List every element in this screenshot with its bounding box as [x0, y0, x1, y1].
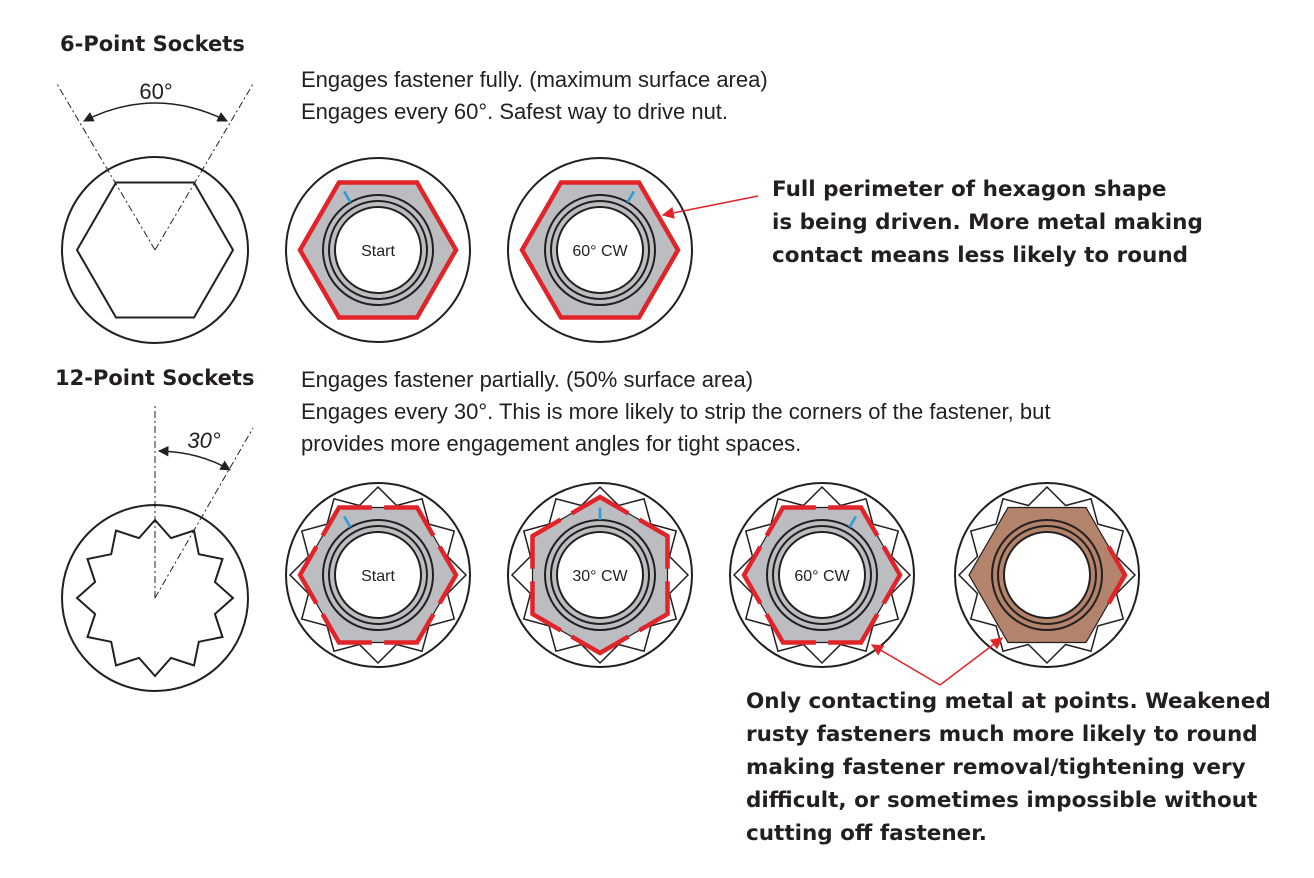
six-point-description-line: Engages fastener fully. (maximum surface…: [301, 67, 768, 92]
contact-highlight: [384, 505, 436, 537]
contact-highlight: [570, 634, 630, 656]
contact-highlight: [764, 613, 816, 645]
bolt-bore: [334, 531, 422, 619]
contact-highlight: [297, 545, 319, 605]
six-point-callout-line: is being driven. More metal making: [772, 210, 1203, 235]
state-label: Start: [361, 243, 395, 260]
six-point-description: Engages fastener fully. (maximum surface…: [301, 64, 768, 128]
six-point-callout-line: contact means less likely to round: [772, 243, 1189, 268]
state-label: 30° CW: [572, 568, 628, 585]
washer-ring: [997, 525, 1097, 625]
state-label: 60° CW: [572, 243, 628, 260]
twelve-point-description-line: Engages every 30°. This is more likely t…: [301, 399, 1051, 424]
twelve-point-socket-recess: [957, 485, 1137, 665]
contact-highlight: [570, 494, 630, 516]
twelve-point-state-30cw: 30° CW: [507, 482, 693, 668]
contact-highlight: [828, 505, 880, 537]
contact-highlight: [530, 517, 562, 569]
contact-highlight: [297, 180, 459, 320]
twelve-point-callout-arrow-right: [939, 637, 1003, 686]
bolt-bore: [556, 531, 644, 619]
twelve-point-socket-recess: [510, 485, 690, 665]
twelve-point-angle-label: 30°: [187, 428, 220, 453]
twelve-point-state-60cw: 60° CW: [729, 482, 915, 668]
contact-highlight: [320, 505, 372, 537]
rotation-marker: [343, 515, 352, 528]
contact-highlight: [638, 581, 670, 633]
twelve-point-callout-line: making fastener removal/tightening very: [746, 755, 1246, 780]
twelve-point-heading: 12-Point Sockets: [55, 366, 255, 390]
twelve-point-callout-line: rusty fasteners much more likely to roun…: [746, 722, 1258, 747]
contact-highlight: [1106, 545, 1128, 605]
rotation-marker: [848, 515, 857, 528]
six-point-heading: 6-Point Sockets: [60, 32, 245, 56]
twelve-point-callout: Only contacting metal at points. Weakene…: [746, 685, 1271, 850]
six-point-callout-arrow: [661, 195, 759, 219]
contact-highlight: [764, 505, 816, 537]
twelve-point-callout-line: difficult, or sometimes impossible witho…: [746, 788, 1258, 813]
six-point-callout-line: Full perimeter of hexagon shape: [772, 177, 1167, 202]
twelve-point-socket-profile: 30°: [61, 404, 254, 692]
twelve-point-state-start: Start: [285, 482, 471, 668]
state-label: Start: [361, 568, 395, 585]
contact-highlight: [320, 613, 372, 645]
bolt-bore: [556, 206, 644, 294]
twelve-point-callout-line: Only contacting metal at points. Weakene…: [746, 689, 1271, 714]
six-point-callout: Full perimeter of hexagon shape is being…: [772, 173, 1203, 272]
state-label: 60° CW: [794, 568, 850, 585]
contact-highlight: [828, 613, 880, 645]
contact-highlight: [437, 545, 459, 605]
six-point-description-line: Engages every 60°. Safest way to drive n…: [301, 99, 729, 124]
washer-ring: [328, 525, 428, 625]
twelve-point-description-line: Engages fastener partially. (50% surface…: [301, 367, 754, 392]
contact-highlight: [881, 545, 903, 605]
contact-highlight: [530, 581, 562, 633]
twelve-point-callout-arrow-left: [870, 644, 941, 686]
rotation-marker: [626, 190, 635, 203]
twelve-point-description: Engages fastener partially. (50% surface…: [301, 364, 1050, 460]
bolt-bore: [334, 206, 422, 294]
six-point-angle-label: 60°: [139, 79, 172, 104]
twelve-point-description-line: provides more engagement angles for tigh…: [301, 431, 802, 456]
twelve-point-socket-recess: [288, 485, 468, 665]
bolt-bore: [1003, 531, 1091, 619]
rotation-marker: [343, 190, 352, 203]
washer-ring: [550, 525, 650, 625]
six-point-state-start: Start: [285, 157, 471, 343]
washer-ring: [328, 200, 428, 300]
contact-highlight: [741, 545, 763, 605]
contact-highlight: [519, 180, 681, 320]
twelve-point-callout-line: cutting off fastener.: [746, 821, 987, 846]
six-point-state-60cw: 60° CW: [507, 157, 693, 343]
six-point-socket-profile: 60°: [56, 79, 254, 344]
twelve-point-socket-recess: [732, 485, 912, 665]
bolt-bore: [778, 531, 866, 619]
washer-ring: [550, 200, 650, 300]
washer-ring: [772, 525, 872, 625]
twelve-point-rounded-fastener: [954, 482, 1140, 668]
contact-highlight: [384, 613, 436, 645]
contact-highlight: [638, 517, 670, 569]
